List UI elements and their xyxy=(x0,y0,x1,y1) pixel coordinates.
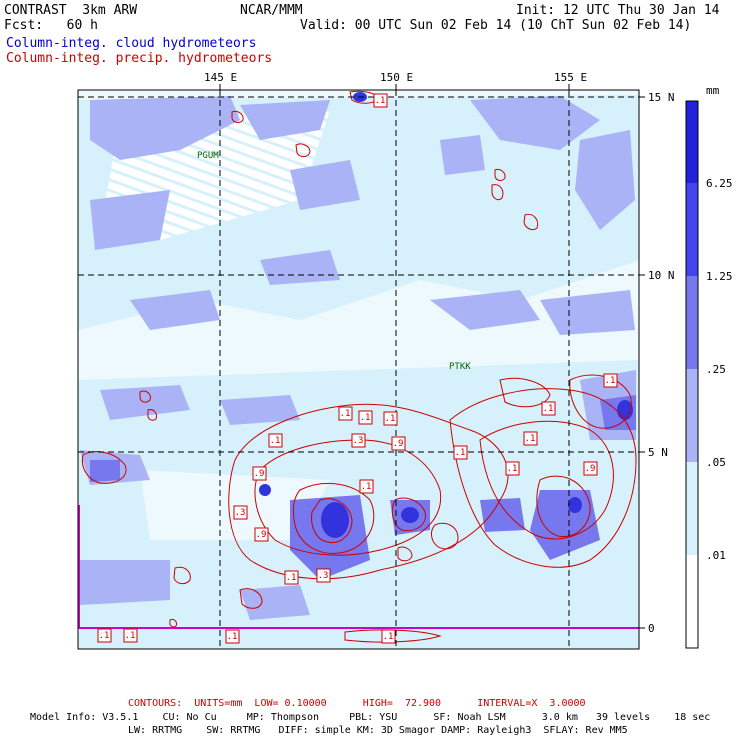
contour-label-box xyxy=(338,406,353,421)
contour-label-text: .3 xyxy=(235,508,246,518)
contour-info: CONTOURS: UNITS=mm LOW= 0.10000 HIGH= 72… xyxy=(128,698,586,709)
contour-label-box xyxy=(453,445,468,460)
colorbar-level-0-01: .01 xyxy=(706,549,726,562)
colorbar-level-0-05: .05 xyxy=(706,456,726,469)
colorbar-bin-1 xyxy=(686,555,698,648)
contour-label-box xyxy=(523,431,538,446)
model-info-line-2: LW: RRTMG SW: RRTMG DIFF: simple KM: 3D … xyxy=(128,725,628,736)
contour-label-text: .1 xyxy=(605,376,616,386)
contour-label-box xyxy=(373,93,388,108)
contour-label-text: .1 xyxy=(361,482,372,492)
contour-label-text: .1 xyxy=(507,464,518,474)
contour-label-box xyxy=(254,527,269,542)
colorbar xyxy=(685,100,699,649)
model-info-line-1: Model Info: V3.5.1 CU: No Cu MP: Thompso… xyxy=(30,712,711,723)
contour-label-text: .1 xyxy=(286,573,297,583)
contour-label-text: .1 xyxy=(227,632,238,642)
contour-label-box xyxy=(225,629,240,644)
contour-label-box xyxy=(541,401,556,416)
contour-label-text: .1 xyxy=(125,631,136,641)
contour-label-text: .1 xyxy=(340,409,351,419)
contour-label-box xyxy=(583,461,598,476)
contour-label-text: .1 xyxy=(543,404,554,414)
contour-label-box xyxy=(233,505,248,520)
contour-label-text: .1 xyxy=(385,414,396,424)
lon-label-150: 150 E xyxy=(380,71,414,84)
init-time: Init: 12 UTC Thu 30 Jan 14 xyxy=(516,3,720,18)
contour-label-text: .1 xyxy=(375,96,386,106)
contour-label-box xyxy=(505,461,520,476)
station-ptkk: PTKK xyxy=(449,362,471,372)
contour-label-box xyxy=(123,628,138,643)
field-cloud-label: Column-integ. cloud hydrometeors xyxy=(6,36,257,51)
colorbar-bin-4 xyxy=(686,276,698,369)
contour-label-text: .3 xyxy=(353,436,364,446)
colorbar-bin-6 xyxy=(686,101,698,183)
lon-label-155: 155 E xyxy=(554,71,588,84)
contour-label-text: .9 xyxy=(393,439,404,449)
contour-label-text: .1 xyxy=(525,434,536,444)
contour-label-box xyxy=(252,466,267,481)
contour-label-text: .1 xyxy=(99,631,110,641)
contour-label-text: .1 xyxy=(270,436,281,446)
contour-label-box xyxy=(358,410,373,425)
map-frame xyxy=(77,89,640,650)
contour-label-text: .9 xyxy=(256,530,267,540)
colorbar-bin-2 xyxy=(686,462,698,555)
contour-label-text: .1 xyxy=(360,413,371,423)
contour-label-box xyxy=(284,570,299,585)
contour-label-box xyxy=(316,568,331,583)
contour-label-box xyxy=(359,479,374,494)
lat-label-5n: 5 N xyxy=(648,446,668,459)
contour-label-box xyxy=(97,628,112,643)
precip-contours xyxy=(81,90,637,643)
contour-label-box xyxy=(391,436,406,451)
contour-label-text: .9 xyxy=(254,469,265,479)
model-title: CONTRAST 3km ARW xyxy=(4,3,138,18)
lat-label-15n: 15 N xyxy=(648,91,675,104)
colorbar-level-1-25: 1.25 xyxy=(706,270,733,283)
center-label: NCAR/MMM xyxy=(240,3,303,18)
contour-label-box xyxy=(381,629,396,644)
contour-label-box xyxy=(383,411,398,426)
lat-label-10n: 10 N xyxy=(648,269,675,282)
contour-label-box xyxy=(351,433,366,448)
colorbar-bin-5 xyxy=(686,183,698,276)
contour-labels: .1 .1 .1 .1 .1 .3 .9 .1 .1 .1 .1 .1 .9 .9 .3 .9 .1 .3 .1 .1… xyxy=(97,93,618,644)
lat-label-0: 0 xyxy=(648,622,655,635)
forecast-hour: Fcst: 60 h xyxy=(4,18,98,33)
colorbar-unit: mm xyxy=(706,84,720,97)
colorbar-level-6-25: 6.25 xyxy=(706,177,733,190)
axis-ticks xyxy=(219,84,645,629)
contour-label-box xyxy=(268,433,283,448)
contour-label-text: .3 xyxy=(318,571,329,581)
station-pgum: PGUM xyxy=(197,151,219,161)
lon-label-145: 145 E xyxy=(204,71,238,84)
valid-time: Valid: 00 UTC Sun 02 Feb 14 (10 ChT Sun … xyxy=(300,18,692,33)
contour-label-text: .1 xyxy=(383,632,394,642)
contour-label-text: .9 xyxy=(585,464,596,474)
contour-label-text: .1 xyxy=(455,448,466,458)
colorbar-bin-3 xyxy=(686,369,698,462)
contour-label-box xyxy=(603,373,618,388)
cloud-field xyxy=(78,90,639,649)
field-precip-label: Column-integ. precip. hydrometeors xyxy=(6,51,273,66)
colorbar-level-0-25: .25 xyxy=(706,363,726,376)
